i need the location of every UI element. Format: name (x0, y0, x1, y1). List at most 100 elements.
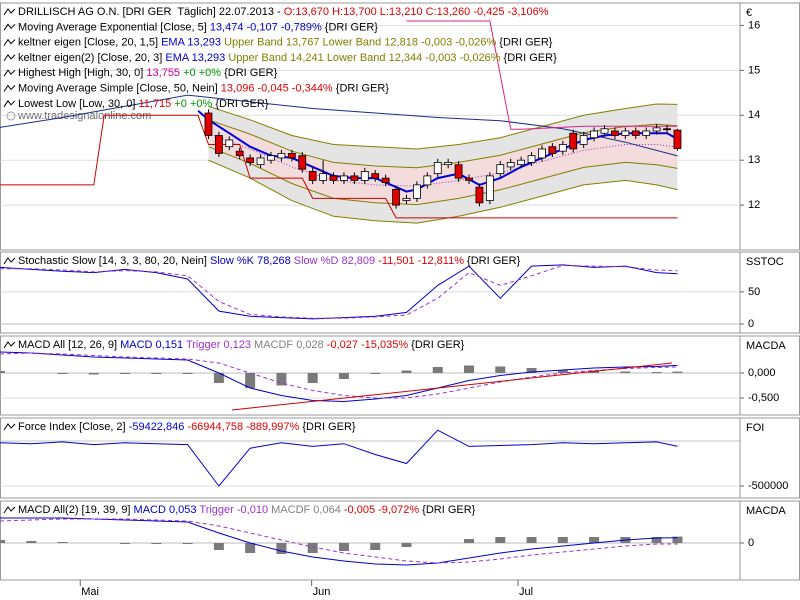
histogram-bar (651, 372, 662, 373)
histogram-bar (120, 373, 131, 374)
candle-body (413, 184, 421, 199)
panel-plot (0, 264, 740, 325)
legend-segment: {DRI GER} (501, 52, 558, 64)
legend-segment: Slow %K 78,268 (210, 255, 291, 267)
legend-segment: EMA 13,293 (161, 37, 221, 49)
candle-body (631, 130, 640, 136)
candle-body (277, 153, 286, 159)
y-tick-label: 12 (748, 199, 760, 211)
indicator-line (0, 264, 678, 319)
legend-segment: -66944,758 -889,997% (184, 421, 299, 433)
legend-segment: 13,755 (146, 67, 180, 79)
legend-segment: -11,501 -12,811% (375, 255, 464, 267)
legend-segment: keltner eigen(2) [Close, 20, 3] (18, 52, 165, 64)
legend-segment: MACD All(2) [19, 39, 9] (18, 504, 134, 516)
legend-segment: -0,005 -9,072% (341, 504, 419, 516)
histogram-bar (151, 373, 162, 374)
axis-label: € (746, 7, 752, 19)
legend-segment: keltner eigen [Close, 20, 1,5] (18, 37, 161, 49)
legend-segment: -59422,846 (129, 421, 185, 433)
histogram-bar (495, 366, 506, 373)
candle-body (642, 130, 651, 136)
legend-icon (3, 506, 16, 514)
y-tick-label: 0,000 (748, 367, 776, 379)
watermark-icon (6, 111, 16, 121)
candle-body (673, 129, 682, 149)
candle-body (611, 130, 619, 136)
histogram-bar (0, 540, 5, 543)
legend-icon (3, 23, 16, 31)
histogram-bar (672, 536, 683, 543)
band-lower (208, 159, 678, 224)
legend-segment: MACD 0,151 (120, 339, 183, 351)
x-tick-label: Mai (81, 586, 99, 598)
legend-segment: 11,715 (138, 98, 171, 110)
legend-segment: {DRI GER} (212, 98, 269, 110)
axis-label: MACDA (746, 340, 786, 352)
candle-body (287, 153, 296, 159)
histogram-bar (182, 373, 193, 374)
candle-body (308, 171, 317, 181)
y-tick-label: -500000 (748, 480, 788, 492)
indicator-line (0, 517, 678, 566)
legend-segment: MACD All [12, 26, 9] (18, 339, 120, 351)
panel-plot (0, 20, 740, 224)
candle-body (475, 186, 484, 204)
histogram-bar (370, 373, 381, 374)
histogram-bar (338, 373, 349, 379)
legend-segment: EMA 13,293 (165, 52, 225, 64)
legend-segment: Upper Band 13,767 Lower Band 12,818 -0,0… (221, 37, 496, 49)
y-tick-label: 15 (748, 64, 760, 76)
candle-body (538, 148, 546, 159)
histogram-bar (338, 543, 349, 551)
y-tick-label: 0 (748, 318, 754, 330)
band-fill (208, 119, 678, 205)
histogram-bar (589, 537, 600, 543)
candle-body (350, 175, 359, 181)
watermark: www.tradesignalonline.com (17, 110, 151, 122)
legend-segment: {DRI GER} (322, 21, 379, 33)
axis-label: MACDA (746, 505, 786, 517)
histogram-bar (557, 370, 568, 373)
legend-segment: {DRI GER} (419, 504, 476, 516)
histogram-bar (245, 373, 256, 388)
histogram-bar (88, 373, 99, 375)
candle-body (579, 135, 588, 145)
candle-body (433, 162, 442, 175)
legend-segment: {DRI GER} (408, 339, 465, 351)
candle-body (371, 173, 380, 179)
indicator-line (406, 20, 678, 130)
candle-body (360, 171, 369, 181)
legend-segment: 13,474 -0,107 -0,789% (210, 21, 322, 33)
legend-segment: Upper Band 14,241 Lower Band 12,344 -0,0… (225, 52, 500, 64)
y-tick-label: 16 (748, 19, 760, 31)
candle-body (267, 155, 275, 161)
panel-plot (0, 517, 740, 566)
legend-segment: {DRI GER} (333, 82, 390, 94)
candle-body (517, 159, 526, 166)
histogram-bar (276, 543, 287, 554)
histogram-bar (370, 543, 381, 550)
legend-segment: Stochastic Slow [14, 3, 3, 80, 20, Nein] (18, 255, 210, 267)
histogram-bar (307, 543, 318, 553)
candle-body (454, 164, 463, 179)
legend-line: Stochastic Slow [14, 3, 3, 80, 20, Nein]… (18, 255, 521, 267)
candle-body (444, 162, 453, 166)
legend-line: Highest High [High, 30, 0] 13,755 +0 +0%… (18, 67, 278, 79)
histogram-bar (526, 537, 537, 543)
legend-line: keltner eigen(2) [Close, 20, 3] EMA 13,2… (18, 52, 557, 64)
candle-body (319, 173, 327, 181)
legend-segment: Moving Average Simple [Close, 50, Nein] (18, 82, 221, 94)
histogram-bar (672, 371, 683, 373)
y-tick-label: 0 (748, 537, 754, 549)
candle-body (298, 155, 307, 170)
legend-icon (3, 257, 16, 265)
y-tick-label: 13 (748, 154, 760, 166)
legend-segment: Slow %D 82,809 (291, 255, 375, 267)
legend-segment: +0 +0% (171, 98, 212, 110)
candle-body (600, 128, 609, 134)
candle-body (235, 150, 244, 157)
histogram-bar (557, 537, 568, 543)
